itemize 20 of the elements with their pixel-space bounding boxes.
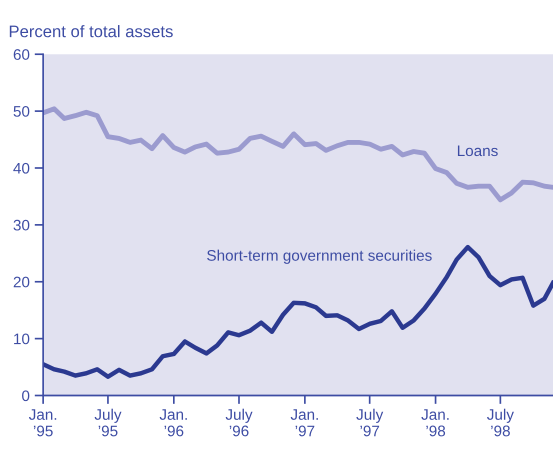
x-tick-label: July ’96 [226,408,253,436]
x-tick-label: Jan. ’95 [28,409,56,436]
x-tick-label: Jan. ’96 [160,409,187,436]
y-tick-label: 0 [22,390,30,402]
x-tick-label: July ’95 [94,408,122,436]
x-tick-label: Jan. ’98 [421,409,449,436]
series-label: Loans [458,146,498,156]
y-tick-label: 20 [14,276,30,288]
y-tick-label: 30 [14,220,30,231]
y-tick-label: 60 [14,49,30,60]
line-series [43,106,553,202]
y-tick-label: 50 [14,106,30,117]
y-axis-title: Percent of total assets [10,25,173,38]
x-tick-label: July ’97 [356,408,384,436]
series-label: Short-term government securities [207,250,432,264]
x-tick-label: July ’98 [487,408,514,436]
line-series [43,244,553,379]
y-tick-label: 10 [14,333,30,344]
y-tick-label: 40 [13,162,30,174]
x-tick-label: Jan. ’97 [290,409,318,436]
